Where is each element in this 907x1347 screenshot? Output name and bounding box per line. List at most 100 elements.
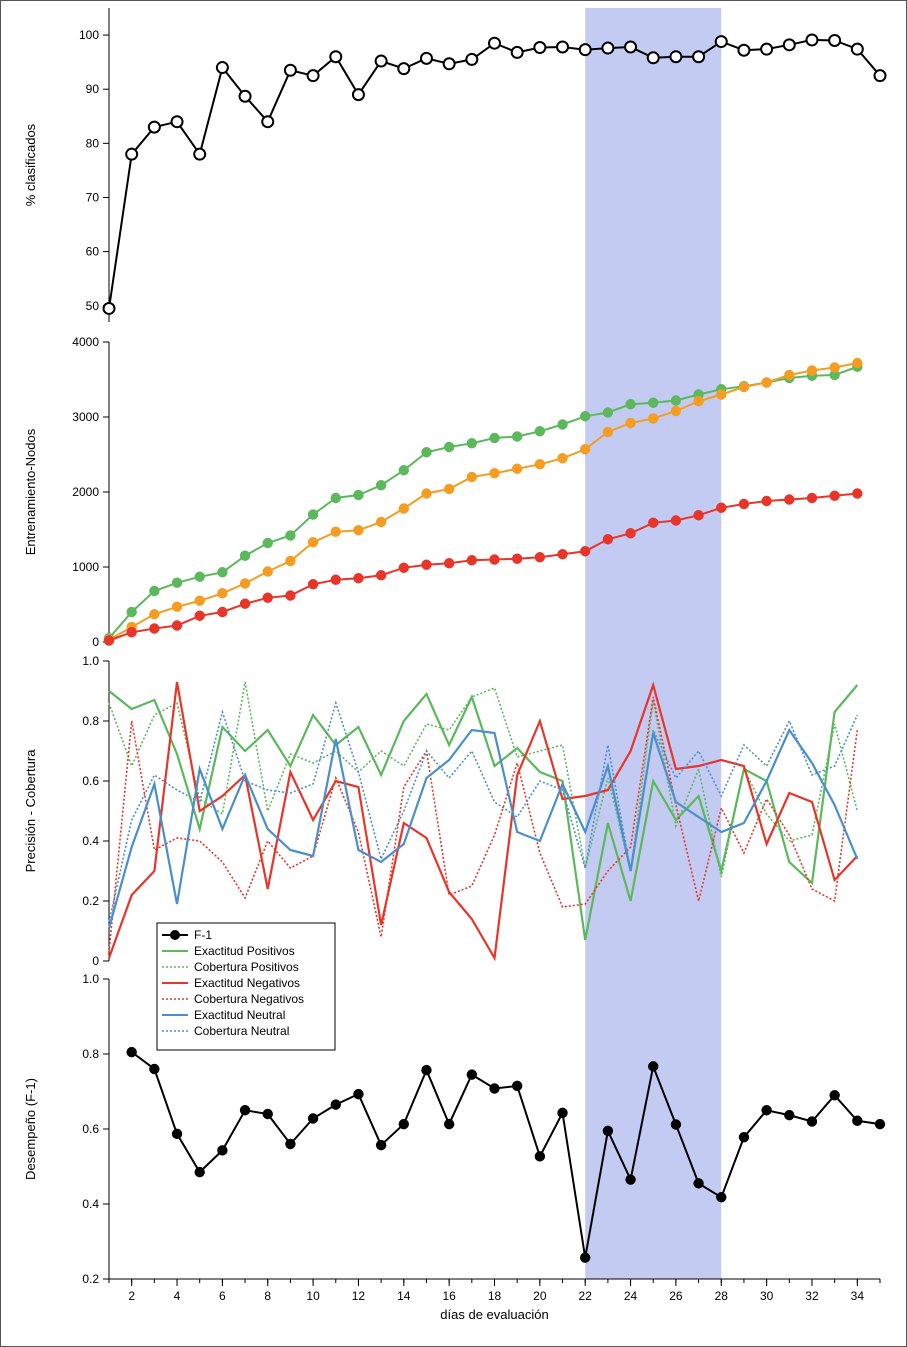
data-point-f-1 — [307, 1113, 319, 1124]
data-point-nodos-series-1 — [580, 411, 591, 422]
y-tick-label: 0.8 — [82, 1047, 99, 1061]
data-point-clasificados-series-1 — [533, 41, 547, 55]
data-point-nodos-series-3 — [738, 498, 750, 510]
panel-precision-y-axis-title: Precisión - Cobertura — [23, 749, 38, 873]
data-point-clasificados-series-1 — [646, 51, 660, 65]
data-point-clasificados-series-1 — [306, 69, 320, 83]
data-point-clasificados-series-1 — [805, 33, 819, 47]
data-point-nodos-series-1 — [239, 550, 251, 561]
data-point-nodos-series-2 — [466, 471, 478, 483]
data-point-f-1 — [262, 1108, 273, 1120]
data-point-clasificados-series-1 — [737, 43, 751, 57]
data-point-nodos-series-1 — [534, 426, 546, 437]
data-point-f-1 — [511, 1080, 523, 1092]
data-point-clasificados-series-1 — [556, 40, 570, 54]
data-point-clasificados-series-1 — [351, 88, 365, 102]
data-point-nodos-series-3 — [852, 488, 863, 499]
data-point-f-1 — [330, 1099, 341, 1110]
data-point-f-1 — [806, 1116, 818, 1127]
data-point-f-1 — [194, 1166, 205, 1178]
data-point-f-1 — [852, 1115, 863, 1126]
data-point-clasificados-series-1 — [442, 57, 456, 71]
data-point-nodos-series-1 — [625, 399, 636, 410]
data-point-nodos-series-3 — [307, 579, 319, 590]
x-tick-label: 18 — [488, 1289, 502, 1303]
x-tick-label: 32 — [805, 1289, 819, 1303]
legend-item-exactitud-negativos: Exactitud Negativos — [162, 976, 300, 990]
series-line-exactitud-negativos — [107, 681, 859, 962]
data-point-clasificados-series-1 — [170, 115, 184, 129]
data-point-nodos-series-3 — [489, 554, 500, 565]
data-point-nodos-series-3 — [330, 574, 341, 585]
data-point-nodos-series-2 — [171, 601, 183, 612]
data-point-nodos-series-1 — [262, 537, 273, 549]
data-point-clasificados-series-1 — [283, 63, 297, 77]
data-point-clasificados-series-1 — [850, 42, 864, 56]
legend: F-1 Exactitud Positivos Cobertura Positivo… — [156, 922, 336, 1051]
data-point-nodos-series-2 — [784, 369, 795, 381]
legend-label: Cobertura Neutral — [194, 1024, 289, 1038]
data-point-nodos-series-1 — [466, 438, 478, 449]
data-point-clasificados-series-1 — [102, 301, 116, 315]
data-point-nodos-series-2 — [693, 396, 704, 407]
x-tick-label: 4 — [174, 1289, 181, 1303]
data-point-clasificados-series-1 — [374, 54, 388, 68]
data-point-nodos-series-3 — [716, 502, 727, 513]
legend-label: Exactitud Negativos — [194, 976, 300, 990]
data-point-nodos-series-3 — [194, 610, 205, 621]
panel-clasificados: 50 60 70 80 90 100 % clasificados — [23, 8, 887, 322]
data-point-f-1 — [466, 1069, 478, 1080]
data-point-clasificados-series-1 — [692, 50, 706, 64]
data-point-nodos-series-1 — [217, 567, 228, 578]
series-line-nodos-series-3 — [108, 492, 858, 642]
x-axis-title: días de evaluación — [440, 1307, 548, 1322]
panel-nodos: 0 1000 2000 3000 4000 Entrenamiento-Nodos — [23, 335, 863, 649]
y-tick-label: 1.0 — [82, 654, 99, 668]
legend-item-cobertura-negativos: Cobertura Negativos — [162, 992, 304, 1006]
y-tick-label: 0.8 — [82, 714, 99, 728]
y-tick-label: 4000 — [72, 335, 99, 349]
data-point-f-1 — [738, 1132, 750, 1143]
data-point-nodos-series-1 — [126, 606, 137, 618]
x-tick-label: 16 — [442, 1289, 456, 1303]
data-point-nodos-series-3 — [375, 570, 387, 581]
data-point-nodos-series-2 — [625, 417, 636, 429]
data-point-clasificados-series-1 — [238, 89, 252, 103]
y-tick-label: 0.2 — [82, 894, 99, 908]
legend-item-cobertura-neutral: Cobertura Neutral — [162, 1024, 289, 1038]
x-tick-label: 12 — [352, 1289, 366, 1303]
data-point-nodos-series-3 — [602, 534, 614, 545]
data-point-nodos-series-2 — [262, 566, 273, 577]
data-point-nodos-series-2 — [557, 453, 568, 464]
data-point-nodos-series-1 — [285, 530, 296, 541]
legend-label: F-1 — [194, 928, 212, 942]
data-point-nodos-series-2 — [716, 389, 727, 400]
data-point-f-1 — [580, 1252, 591, 1263]
data-point-nodos-series-1 — [670, 395, 682, 406]
x-axis: 2 4 6 8 10 12 14 16 18 20 22 24 26 28 30 32 34 — [108, 1278, 881, 1303]
panel-f1: 0.2 0.4 0.6 0.8 1.0 Desempeño (F-1) — [23, 972, 886, 1286]
legend-label: Exactitud Positivos — [194, 944, 295, 958]
y-tick-label: 1000 — [72, 560, 99, 574]
data-point-f-1 — [375, 1139, 387, 1151]
data-point-nodos-series-2 — [285, 555, 296, 567]
data-point-nodos-series-3 — [149, 623, 160, 634]
data-point-nodos-series-3 — [784, 494, 795, 505]
data-point-nodos-series-1 — [511, 431, 523, 442]
data-point-nodos-series-1 — [489, 432, 500, 444]
y-tick-label: 100 — [79, 28, 99, 42]
y-tick-label: 70 — [86, 190, 100, 204]
data-point-clasificados-series-1 — [488, 36, 501, 50]
data-point-clasificados-series-1 — [465, 52, 479, 66]
data-point-nodos-series-2 — [194, 595, 205, 606]
data-point-nodos-series-3 — [171, 620, 183, 631]
data-point-nodos-series-3 — [398, 562, 409, 573]
highlight-band — [585, 8, 722, 1279]
data-point-nodos-series-3 — [239, 598, 251, 609]
panel-f1-y-axis-title: Desempeño (F-1) — [23, 1078, 38, 1180]
panels-layer: 50 60 70 80 90 100 % clasificados 0 1000 2000 3000… — [23, 8, 887, 1286]
data-point-nodos-series-2 — [239, 578, 251, 589]
data-point-nodos-series-3 — [466, 555, 478, 566]
data-point-nodos-series-3 — [806, 492, 818, 504]
